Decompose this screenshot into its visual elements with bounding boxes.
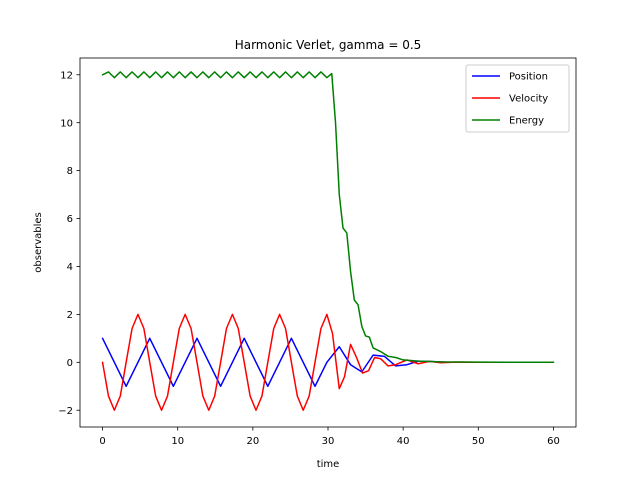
y-tick-label: 10	[60, 118, 73, 129]
x-tick-label: 40	[397, 436, 410, 447]
y-tick-label: 0	[67, 358, 73, 369]
x-tick-label: 60	[547, 436, 560, 447]
series-line-velocity	[101, 313, 555, 411]
y-tick-label: 2	[67, 310, 73, 321]
legend: Position Velocity Energy	[465, 64, 570, 133]
series-layer	[101, 71, 555, 411]
y-tick-label: 12	[60, 70, 73, 81]
legend-label-position: Position	[509, 72, 548, 83]
x-tick-label: 20	[246, 436, 259, 447]
x-tick-label: 10	[171, 436, 184, 447]
chart-title: Harmonic Verlet, gamma = 0.5	[235, 38, 422, 52]
legend-label-energy: Energy	[509, 116, 544, 127]
y-tick-label: 4	[67, 262, 73, 273]
y-axis: −2 0 2 4 6 8 10 12	[58, 70, 80, 417]
series-line-energy	[101, 71, 555, 364]
x-axis: 0 10 20 30 40 50 60	[99, 427, 560, 447]
y-tick-label: 6	[67, 214, 73, 225]
y-tick-label: 8	[67, 166, 73, 177]
legend-label-velocity: Velocity	[509, 94, 548, 105]
x-axis-label: time	[317, 459, 340, 470]
x-tick-label: 0	[99, 436, 105, 447]
x-tick-label: 30	[322, 436, 335, 447]
legend-frame	[465, 64, 570, 133]
x-tick-label: 50	[472, 436, 485, 447]
y-axis-label: observables	[33, 212, 44, 272]
y-tick-label: −2	[58, 406, 73, 417]
